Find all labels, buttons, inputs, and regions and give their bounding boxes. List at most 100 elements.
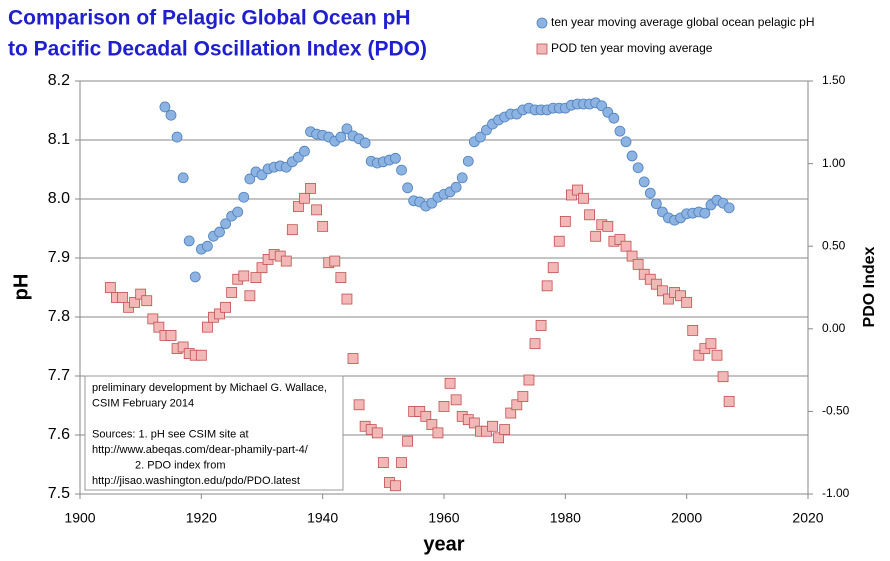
data-point — [450, 181, 462, 193]
data-point — [305, 182, 316, 194]
data-point — [402, 435, 414, 447]
y2-tick-label: 0.50 — [822, 238, 846, 252]
x-tick-label: 1960 — [428, 510, 459, 526]
data-point — [396, 457, 407, 469]
data-point — [474, 131, 486, 143]
y-tick-label: 7.7 — [48, 367, 70, 384]
data-point — [329, 255, 341, 267]
data-point — [523, 374, 535, 386]
data-point — [608, 112, 620, 124]
annotation-box — [84, 375, 344, 491]
data-point — [402, 182, 414, 194]
data-point — [195, 349, 207, 361]
x-tick-label: 1980 — [550, 510, 581, 526]
x-tick-label: 1920 — [186, 510, 217, 526]
chart-title: Comparison of Pelagic Global Ocean pH — [8, 7, 411, 30]
data-point — [220, 301, 232, 313]
data-point — [723, 396, 735, 407]
y2-axis-title: PDO Index — [861, 246, 878, 327]
data-point — [705, 338, 717, 350]
data-point — [572, 184, 583, 196]
data-point — [650, 278, 662, 290]
legend-marker — [536, 43, 548, 55]
data-point — [135, 288, 147, 300]
data-point — [426, 419, 438, 431]
data-point — [177, 341, 189, 353]
x-tick-label: 2000 — [671, 510, 702, 526]
data-point — [238, 191, 250, 203]
data-point — [632, 162, 644, 174]
data-point — [238, 270, 250, 282]
annotation-line: http://jisao.washington.edu/pdo/PDO.late… — [92, 475, 300, 487]
data-point — [390, 480, 401, 492]
y2-tick-label: -0.50 — [822, 404, 850, 418]
data-point — [153, 321, 165, 333]
data-point — [663, 293, 674, 305]
data-point — [117, 292, 128, 303]
data-point — [390, 152, 401, 164]
annotation-line: preliminary development by Michael G. Wa… — [92, 382, 327, 394]
data-point — [250, 272, 262, 283]
data-point — [657, 285, 668, 297]
data-point — [499, 424, 511, 435]
annotation-line: 2. PDO index from — [135, 459, 225, 471]
data-point — [547, 262, 559, 274]
data-point — [529, 338, 541, 350]
data-point — [104, 282, 116, 293]
data-point — [299, 192, 310, 204]
data-point — [638, 176, 650, 188]
data-point — [244, 173, 256, 185]
data-point — [456, 172, 468, 184]
y-tick-label: 7.9 — [48, 249, 70, 266]
data-point — [620, 136, 632, 148]
data-point — [183, 235, 195, 247]
data-point — [511, 399, 523, 411]
data-point — [396, 164, 407, 176]
data-point — [226, 287, 238, 298]
data-point — [244, 290, 256, 302]
y-axis-title: pH — [10, 274, 32, 301]
data-point — [711, 349, 723, 361]
data-point — [335, 131, 347, 143]
data-point — [371, 427, 383, 439]
data-point — [317, 220, 329, 232]
data-point — [299, 145, 310, 157]
data-point — [632, 258, 644, 270]
data-point — [141, 295, 153, 307]
data-point — [341, 293, 353, 305]
data-point — [201, 321, 213, 333]
annotation-line: http://www.abeqas.com/dear-phamily-part-… — [92, 444, 309, 456]
data-point — [159, 101, 171, 113]
data-point — [214, 226, 225, 238]
data-point — [626, 250, 638, 262]
data-point — [147, 313, 159, 325]
data-point — [505, 407, 517, 419]
data-point — [359, 137, 371, 149]
data-point — [280, 255, 292, 267]
data-point — [450, 394, 462, 406]
data-point — [189, 271, 201, 283]
data-point — [699, 207, 711, 219]
data-point — [493, 432, 505, 444]
data-point — [165, 330, 177, 341]
data-point — [650, 198, 662, 210]
data-point — [214, 308, 225, 320]
y2-tick-label: 1.50 — [822, 73, 846, 87]
annotation-line: Sources: 1. pH see CSIM site at — [92, 428, 249, 440]
data-point — [201, 240, 213, 252]
data-point — [256, 262, 268, 274]
data-point — [626, 150, 638, 162]
data-point — [171, 131, 183, 143]
legend-label: ten year moving average global ocean pel… — [551, 15, 815, 29]
data-point — [286, 224, 298, 236]
data-point — [693, 349, 705, 361]
data-point — [517, 391, 529, 402]
data-point — [717, 371, 729, 383]
data-point — [420, 410, 432, 422]
y-tick-label: 7.6 — [48, 426, 70, 443]
data-point — [644, 187, 656, 199]
data-point — [335, 272, 347, 283]
data-point — [675, 290, 686, 302]
data-point — [620, 240, 632, 252]
data-point — [590, 230, 602, 242]
